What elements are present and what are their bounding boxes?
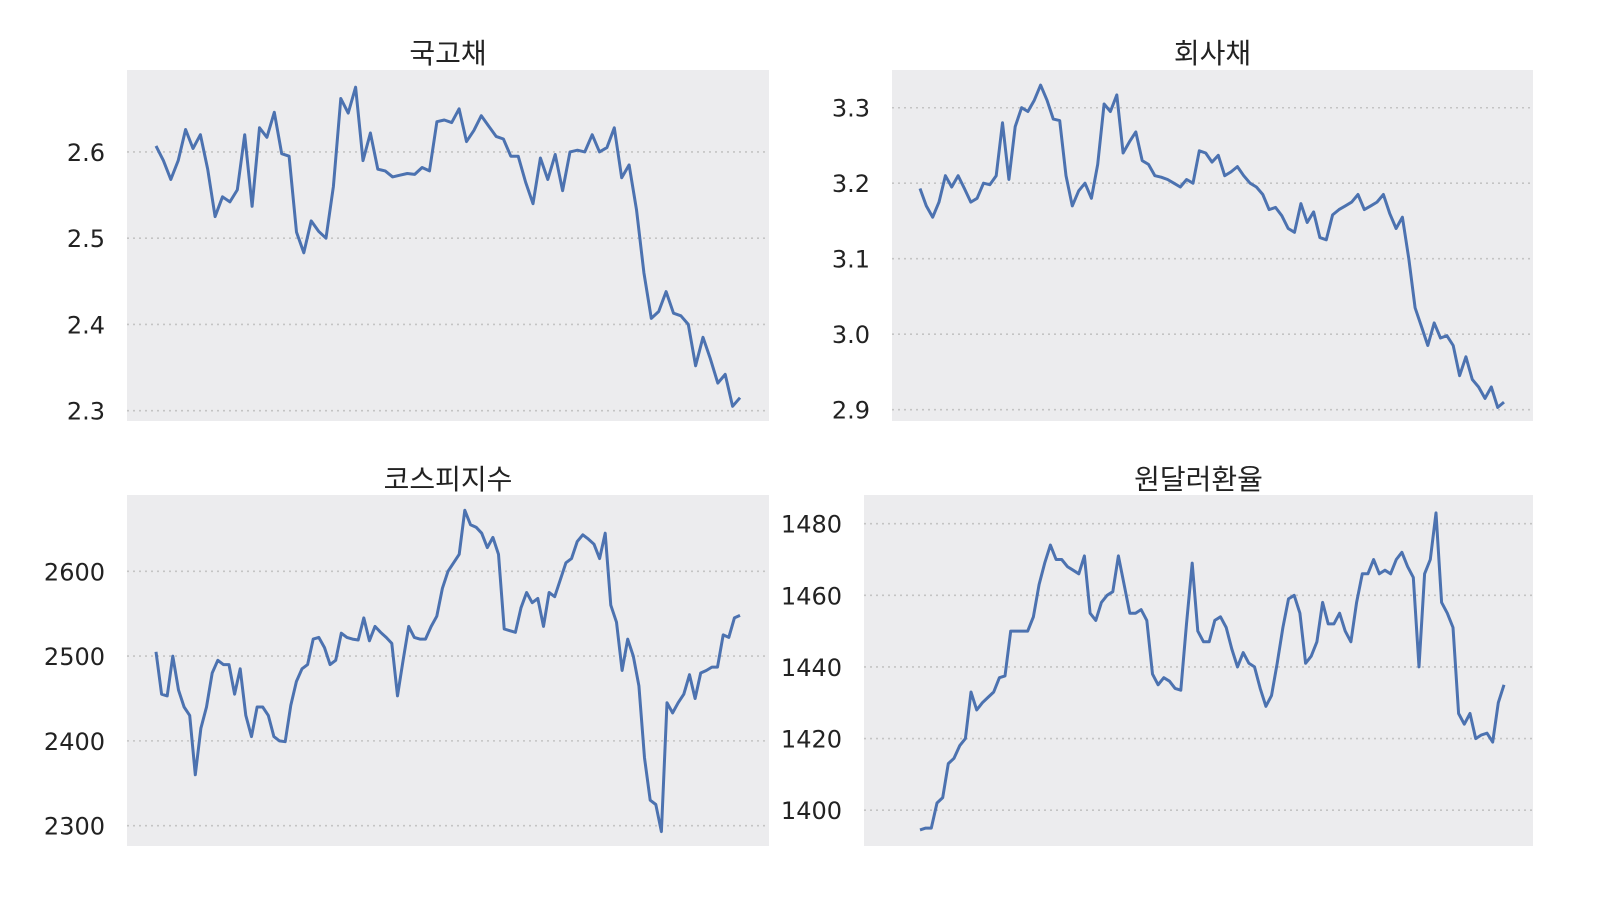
y-tick-label: 1440 — [781, 654, 842, 682]
y-tick-label: 2400 — [44, 728, 105, 756]
y-tick-label: 2.9 — [832, 397, 870, 425]
y-tick-label: 2.5 — [67, 225, 105, 253]
y-tick-label: 1480 — [781, 511, 842, 539]
series-line — [918, 83, 1505, 409]
series-line — [154, 85, 742, 408]
y-tick-label: 3.0 — [832, 321, 870, 349]
y-tick-label: 1460 — [781, 582, 842, 610]
y-tick-label: 1420 — [781, 726, 842, 754]
chart-title: 원달러환율 — [1134, 463, 1263, 496]
y-tick-label: 1400 — [781, 797, 842, 825]
plot-area — [864, 495, 1533, 846]
y-tick-label: 2.6 — [67, 139, 105, 167]
y-tick-label: 2300 — [44, 813, 105, 841]
y-tick-label: 2.4 — [67, 311, 105, 339]
y-tick-label: 3.2 — [832, 170, 870, 198]
chart-title: 국고채 — [409, 37, 487, 70]
chart-title: 회사채 — [1173, 37, 1252, 70]
y-tick-label: 3.1 — [832, 246, 870, 274]
y-tick-label: 3.3 — [832, 95, 870, 123]
chart-title: 코스피지수 — [383, 463, 513, 496]
series-line — [154, 508, 741, 834]
y-tick-label: 2.3 — [67, 398, 105, 426]
plot-area — [127, 70, 769, 421]
plot-area — [892, 70, 1533, 421]
y-tick-label: 2600 — [44, 558, 105, 586]
y-tick-label: 2500 — [44, 643, 105, 671]
series-line — [919, 511, 1506, 832]
